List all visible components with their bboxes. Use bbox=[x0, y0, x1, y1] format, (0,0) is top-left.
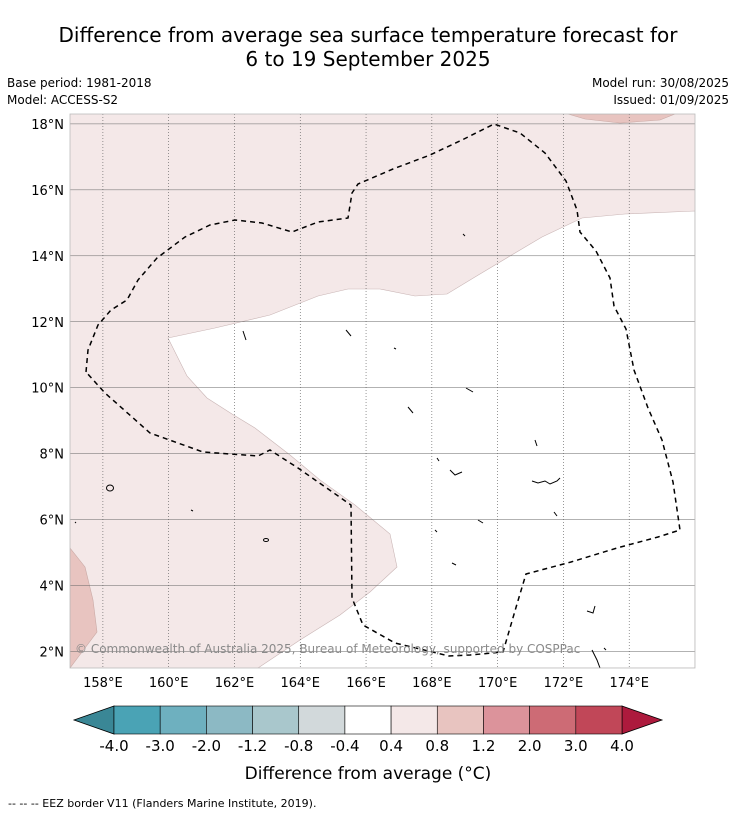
model-text: Model: ACCESS-S2 bbox=[7, 93, 119, 107]
lon-tick-label: 168°E bbox=[412, 676, 452, 691]
issued-text: Issued: 01/09/2025 bbox=[613, 93, 729, 107]
lat-tick-label: 6°N bbox=[40, 514, 65, 529]
island-outline bbox=[407, 406, 414, 414]
lat-tick-label: 18°N bbox=[31, 118, 64, 133]
colorbar-tick-label: 0.4 bbox=[379, 737, 403, 755]
island-outline bbox=[586, 605, 596, 614]
eez-border-line bbox=[85, 123, 681, 657]
colorbar-segment bbox=[390, 705, 438, 735]
map-plot-area: © Commonwealth of Australia 2025, Bureau… bbox=[70, 114, 695, 668]
colorbar-extend-max bbox=[621, 705, 664, 735]
island-outline bbox=[603, 647, 607, 651]
colorbar-tick-label: -2.0 bbox=[192, 737, 221, 755]
colorbar-tick-label: -4.0 bbox=[99, 737, 128, 755]
island-outline bbox=[106, 484, 114, 492]
base-period-text: Base period: 1981-2018 bbox=[7, 76, 152, 90]
colorbar-segment bbox=[206, 705, 253, 735]
island-outline bbox=[434, 529, 438, 533]
colorbar-segment bbox=[252, 705, 300, 735]
island-outline bbox=[449, 469, 463, 476]
colorbar-tick-label: 1.2 bbox=[472, 737, 496, 755]
lon-tick-label: 160°E bbox=[149, 676, 189, 691]
island-outline bbox=[190, 509, 194, 512]
island-outline bbox=[74, 521, 77, 524]
lat-tick-label: 2°N bbox=[40, 646, 65, 661]
colorbar-segment bbox=[113, 705, 161, 735]
lon-tick-label: 166°E bbox=[346, 676, 386, 691]
island-outline bbox=[477, 519, 484, 524]
colorbar-extend-min bbox=[72, 705, 115, 735]
anomaly-0.8-1.2-patch-southwest bbox=[70, 547, 98, 668]
lon-tick-label: 174°E bbox=[609, 676, 649, 691]
island-outline bbox=[393, 347, 397, 350]
island-outline bbox=[553, 511, 558, 517]
colorbar-tick-label: 3.0 bbox=[564, 737, 588, 755]
island-outline bbox=[591, 649, 601, 668]
lon-tick-label: 170°E bbox=[478, 676, 518, 691]
map-figure: © Commonwealth of Australia 2025, Bureau… bbox=[31, 113, 696, 755]
colorbar-tick-label: -1.2 bbox=[238, 737, 267, 755]
island-outline bbox=[345, 329, 352, 337]
colorbar-segment bbox=[298, 705, 346, 735]
lat-tick-label: 4°N bbox=[40, 580, 65, 595]
island-outline bbox=[531, 477, 561, 485]
colorbar-segment bbox=[483, 705, 530, 735]
copyright-text: © Commonwealth of Australia 2025, Bureau… bbox=[75, 642, 580, 656]
island-outline bbox=[465, 387, 474, 393]
lon-tick-label: 172°E bbox=[544, 676, 584, 691]
colorbar: -4.0 -3.0 -2.0 -1.2 -0.8 -0.4 0.4 0.8 1.2 2.0 3.0 4… bbox=[72, 705, 664, 755]
colorbar-segment bbox=[159, 705, 207, 735]
colorbar-segment bbox=[344, 705, 392, 735]
colorbar-tick-label: -0.8 bbox=[284, 737, 313, 755]
colorbar-label: Difference from average (°C) bbox=[244, 764, 492, 784]
colorbar-tick-label: -0.4 bbox=[330, 737, 359, 755]
island-outline bbox=[436, 457, 440, 462]
anomaly-neutral-region bbox=[167, 210, 695, 668]
map-title-line2: 6 to 19 September 2025 bbox=[245, 47, 491, 71]
map-frame bbox=[69, 113, 696, 669]
colorbar-segment bbox=[529, 705, 577, 735]
island-outlines bbox=[74, 233, 607, 668]
island-outline bbox=[263, 538, 269, 542]
map-title-line1: Difference from average sea surface temp… bbox=[58, 23, 678, 47]
anomaly-0.8-1.2-patch-north bbox=[567, 114, 676, 124]
lat-tick-label: 10°N bbox=[31, 382, 64, 397]
island-outline bbox=[242, 330, 247, 341]
colorbar-segment bbox=[575, 705, 623, 735]
colorbar-segment bbox=[436, 705, 484, 735]
lat-tick-label: 16°N bbox=[31, 184, 64, 199]
lat-tick-label: 8°N bbox=[40, 448, 65, 463]
colorbar-tick-label: 2.0 bbox=[518, 737, 542, 755]
lon-tick-label: 164°E bbox=[280, 676, 320, 691]
lon-tick-label: 158°E bbox=[83, 676, 123, 691]
axis-tick-labels: 158°E 160°E 162°E 164°E 166°E 168°E 170°E 172°E… bbox=[31, 118, 649, 691]
island-outline bbox=[534, 439, 538, 447]
colorbar-tick-label: -3.0 bbox=[146, 737, 175, 755]
footer-eez-note: -- -- -- EEZ border V11 (Flanders Marine… bbox=[8, 797, 317, 810]
island-outline bbox=[462, 233, 466, 237]
colorbar-tick-label: 4.0 bbox=[610, 737, 634, 755]
lat-tick-label: 14°N bbox=[31, 250, 64, 265]
colorbar-tick-label: 0.8 bbox=[425, 737, 449, 755]
island-outline bbox=[451, 562, 457, 566]
model-run-text: Model run: 30/08/2025 bbox=[591, 76, 729, 90]
lon-tick-label: 162°E bbox=[215, 676, 255, 691]
lat-tick-label: 12°N bbox=[31, 316, 64, 331]
